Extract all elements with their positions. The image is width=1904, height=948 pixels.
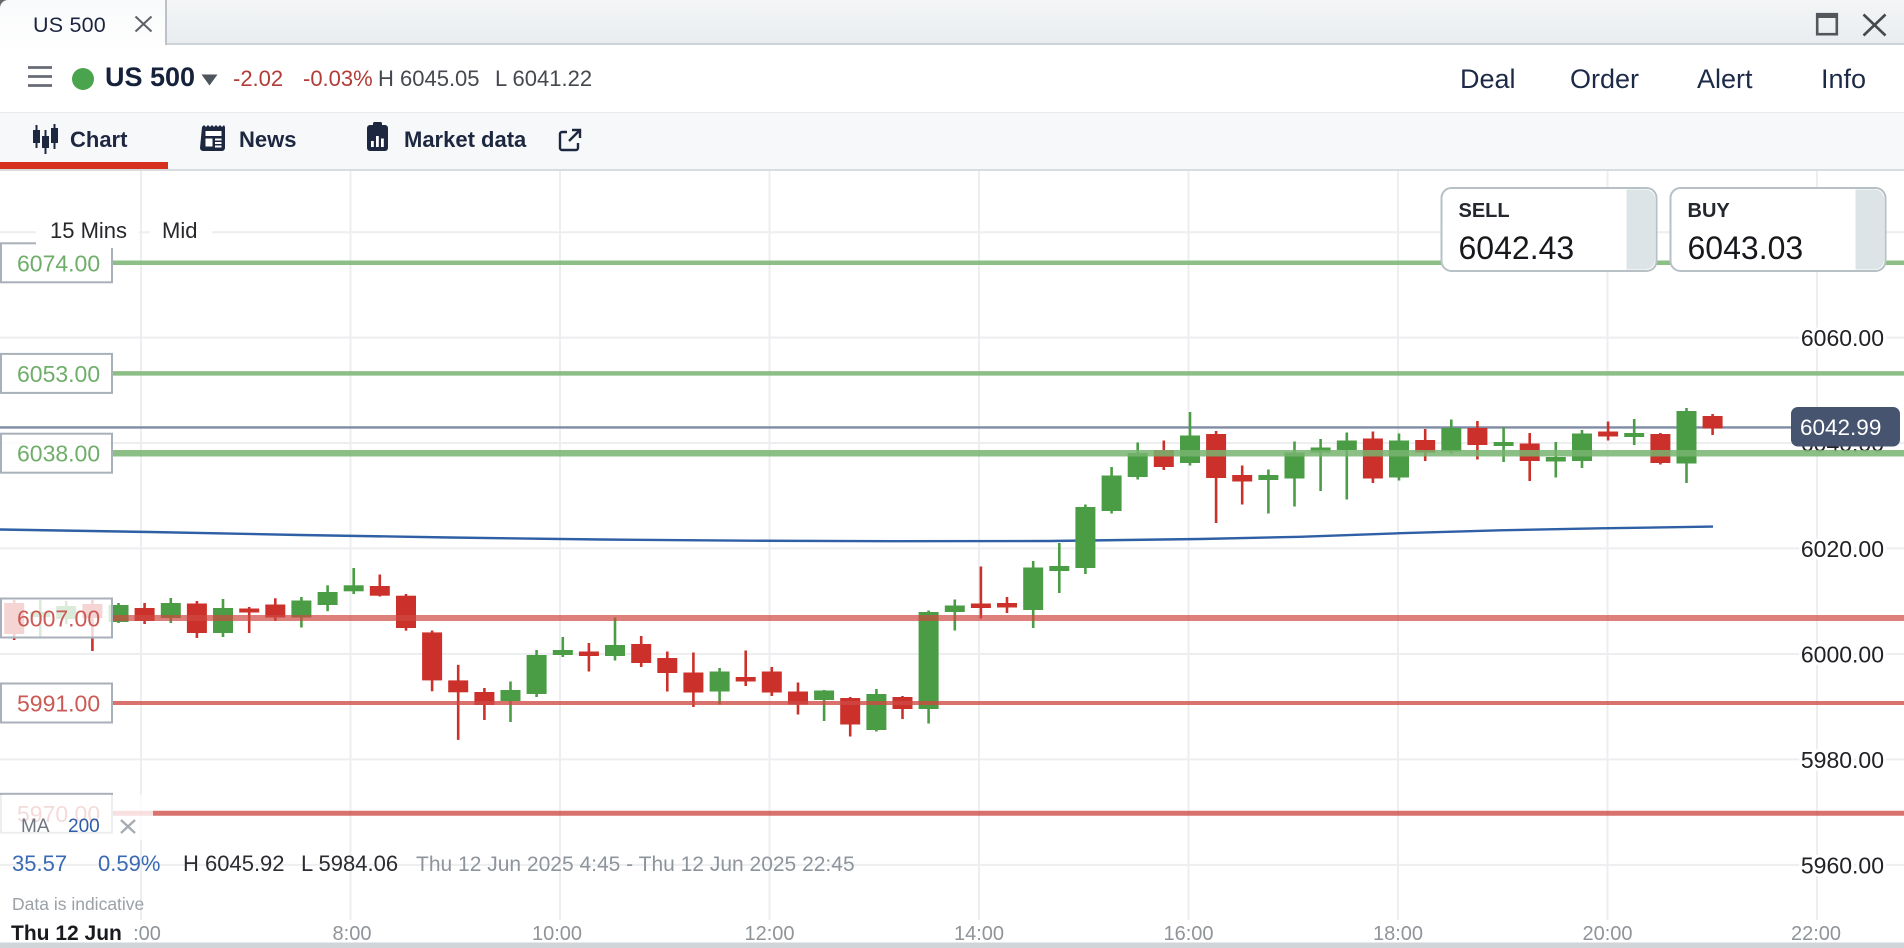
svg-text:15 Mins: 15 Mins (50, 218, 127, 243)
svg-text:16:00: 16:00 (1163, 923, 1213, 945)
svg-text:5960.00: 5960.00 (1801, 852, 1884, 878)
svg-text:22:00: 22:00 (1791, 923, 1841, 945)
svg-text:20:00: 20:00 (1582, 923, 1632, 945)
svg-text:35.57: 35.57 (12, 851, 67, 876)
svg-text:6043.03: 6043.03 (1688, 230, 1804, 266)
svg-text:6060.00: 6060.00 (1801, 325, 1884, 351)
svg-text:6042.99: 6042.99 (1800, 415, 1881, 440)
svg-text:6074.00: 6074.00 (17, 250, 100, 276)
svg-text:10:00: 10:00 (532, 923, 582, 945)
svg-text::00: :00 (133, 923, 161, 945)
svg-text:L 5984.06: L 5984.06 (301, 851, 398, 876)
svg-text:6038.00: 6038.00 (17, 441, 100, 467)
svg-text:0.59%: 0.59% (98, 851, 160, 876)
svg-text:6000.00: 6000.00 (1801, 642, 1884, 668)
svg-text:Thu 12 Jun 2025 4:45 - Thu 12: Thu 12 Jun 2025 4:45 - Thu 12 Jun 2025 2… (416, 853, 855, 876)
svg-text:Thu 12 Jun: Thu 12 Jun (11, 922, 122, 945)
svg-text:6007.00: 6007.00 (17, 606, 100, 632)
svg-text:Mid: Mid (162, 218, 197, 243)
svg-text:5991.00: 5991.00 (17, 691, 100, 717)
svg-text:12:00: 12:00 (744, 923, 794, 945)
svg-text:6053.00: 6053.00 (17, 361, 100, 387)
svg-text:MA: MA (21, 816, 50, 837)
svg-text:8:00: 8:00 (333, 923, 372, 945)
svg-text:Data is indicative: Data is indicative (12, 894, 144, 914)
svg-text:5980.00: 5980.00 (1801, 747, 1884, 773)
svg-text:200: 200 (68, 816, 100, 837)
svg-text:BUY: BUY (1688, 200, 1731, 222)
svg-text:18:00: 18:00 (1373, 923, 1423, 945)
svg-text:14:00: 14:00 (954, 923, 1004, 945)
svg-text:6042.43: 6042.43 (1459, 230, 1575, 266)
svg-text:H 6045.92: H 6045.92 (183, 851, 285, 876)
svg-text:6020.00: 6020.00 (1801, 536, 1884, 562)
svg-text:SELL: SELL (1459, 200, 1510, 222)
